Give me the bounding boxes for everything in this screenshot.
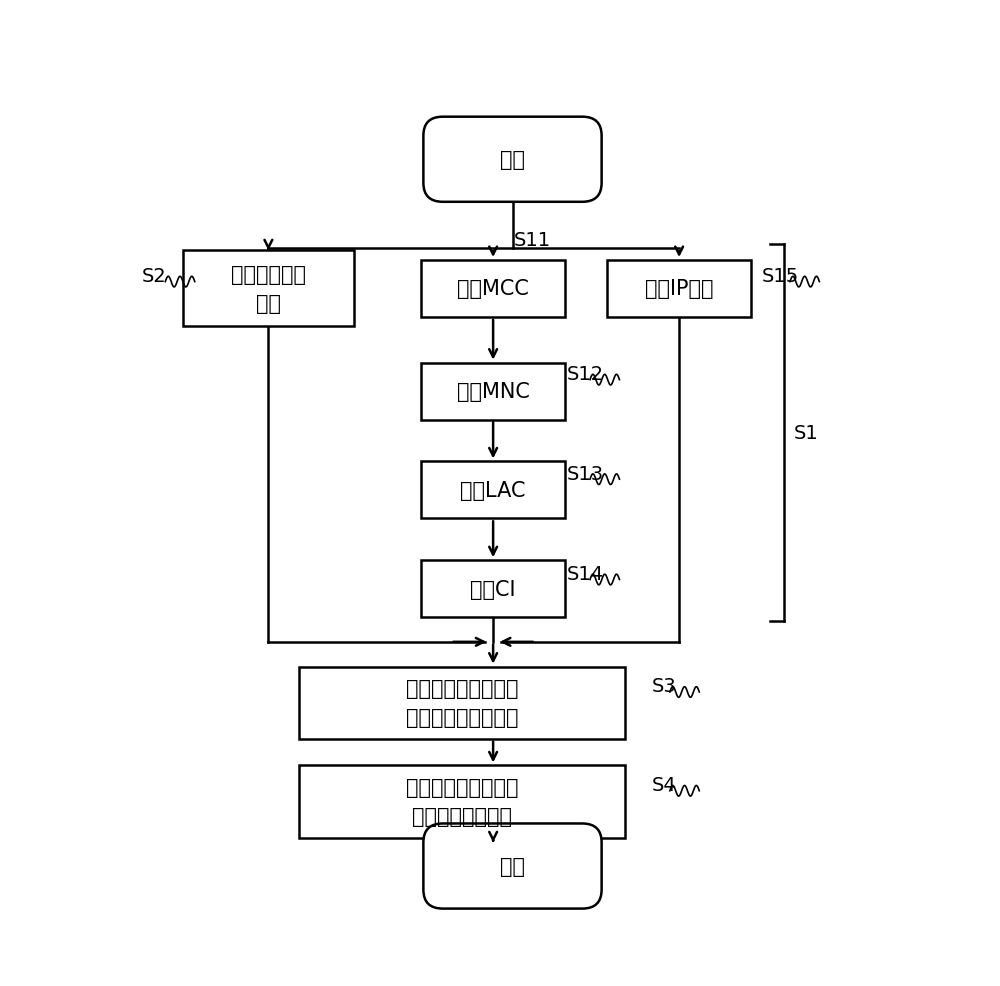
FancyBboxPatch shape (299, 667, 625, 739)
Text: 获取卫星定位
信息: 获取卫星定位 信息 (231, 264, 306, 314)
Text: 获取LAC: 获取LAC (460, 480, 526, 500)
Text: 结束: 结束 (500, 856, 525, 877)
Text: 获取CI: 获取CI (470, 579, 516, 599)
FancyBboxPatch shape (421, 260, 565, 317)
FancyBboxPatch shape (423, 117, 602, 202)
FancyBboxPatch shape (421, 461, 565, 519)
Text: S1: S1 (793, 424, 818, 443)
FancyBboxPatch shape (423, 823, 602, 909)
FancyBboxPatch shape (421, 363, 565, 420)
Text: S15: S15 (762, 267, 799, 286)
Text: S13: S13 (567, 464, 604, 483)
Text: S4: S4 (652, 775, 677, 795)
FancyBboxPatch shape (607, 260, 751, 317)
Text: 开始: 开始 (500, 150, 525, 170)
Text: 获取IP地址: 获取IP地址 (645, 279, 713, 299)
Text: S3: S3 (652, 676, 677, 696)
Text: S14: S14 (567, 564, 604, 584)
FancyBboxPatch shape (183, 251, 354, 327)
Text: S2: S2 (142, 267, 167, 286)
Text: S12: S12 (567, 365, 604, 384)
Text: 获取MCC: 获取MCC (457, 279, 529, 299)
FancyBboxPatch shape (299, 765, 625, 838)
Text: 综合上述信息，获得
所述手机的位置信息: 综合上述信息，获得 所述手机的位置信息 (406, 678, 518, 728)
Text: S11: S11 (514, 231, 551, 249)
FancyBboxPatch shape (421, 561, 565, 617)
Text: 获取MNC: 获取MNC (457, 382, 530, 401)
Text: 将所述位置信息呼现
给所述手机的用户: 将所述位置信息呼现 给所述手机的用户 (406, 777, 518, 826)
